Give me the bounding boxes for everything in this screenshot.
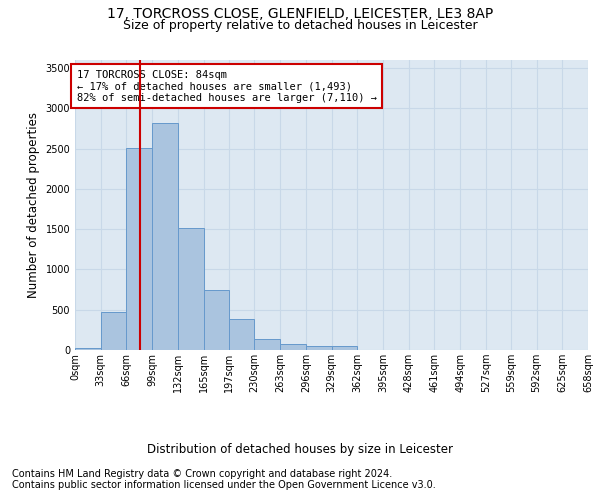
Bar bbox=[306, 346, 331, 350]
Bar bbox=[229, 319, 254, 350]
Text: Contains public sector information licensed under the Open Government Licence v3: Contains public sector information licen… bbox=[12, 480, 436, 490]
Text: Size of property relative to detached houses in Leicester: Size of property relative to detached ho… bbox=[122, 18, 478, 32]
Bar bbox=[280, 344, 306, 350]
Text: Contains HM Land Registry data © Crown copyright and database right 2024.: Contains HM Land Registry data © Crown c… bbox=[12, 469, 392, 479]
Bar bbox=[178, 228, 203, 350]
Text: Distribution of detached houses by size in Leicester: Distribution of detached houses by size … bbox=[147, 442, 453, 456]
Bar bbox=[254, 338, 280, 350]
Text: 17 TORCROSS CLOSE: 84sqm
← 17% of detached houses are smaller (1,493)
82% of sem: 17 TORCROSS CLOSE: 84sqm ← 17% of detach… bbox=[77, 70, 377, 103]
Bar bbox=[152, 123, 178, 350]
Y-axis label: Number of detached properties: Number of detached properties bbox=[27, 112, 40, 298]
Bar bbox=[331, 346, 357, 350]
Bar bbox=[101, 312, 127, 350]
Bar bbox=[127, 148, 152, 350]
Bar bbox=[203, 290, 229, 350]
Bar bbox=[75, 348, 101, 350]
Text: 17, TORCROSS CLOSE, GLENFIELD, LEICESTER, LE3 8AP: 17, TORCROSS CLOSE, GLENFIELD, LEICESTER… bbox=[107, 8, 493, 22]
